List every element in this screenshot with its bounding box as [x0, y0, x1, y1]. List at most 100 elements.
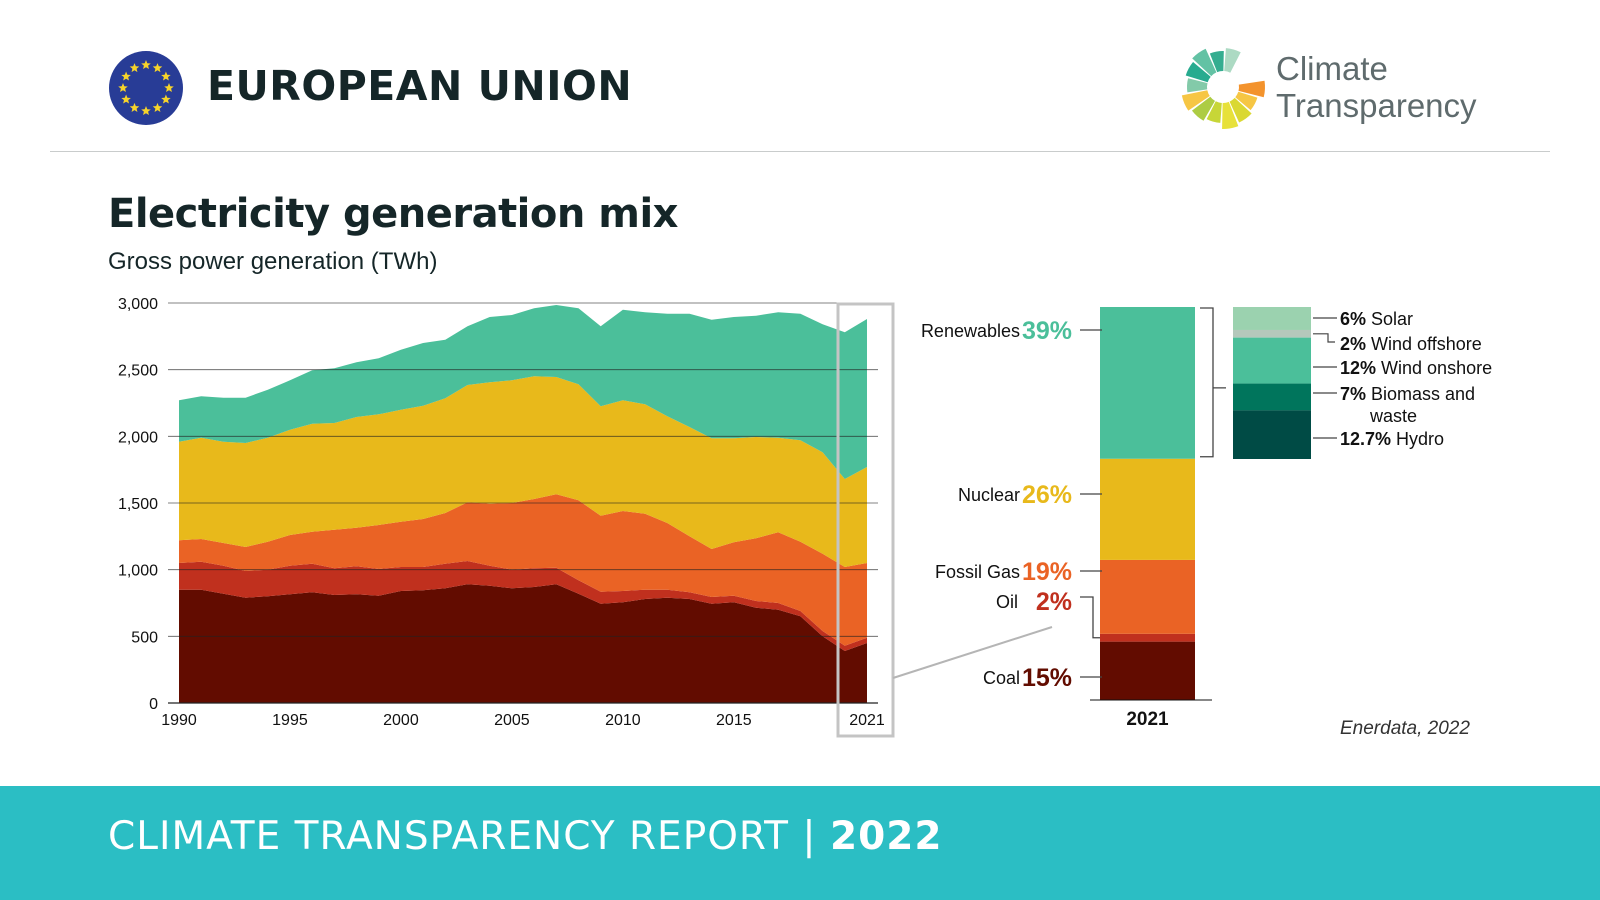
breakdown-label-biomass-and-waste: 7% Biomass and waste: [1313, 384, 1475, 426]
bar-label-fossil-gas: Fossil Gas 19%: [935, 558, 1102, 586]
logo-segment: [1191, 96, 1215, 121]
area-coal: [179, 584, 867, 703]
eu-flag-icon: [109, 51, 183, 125]
breakdown-name: Wind offshore: [1366, 334, 1482, 354]
area-layers: [179, 305, 867, 703]
breakdown-pct: 12.7%: [1340, 429, 1391, 449]
breakdown-pct: 2%: [1340, 334, 1366, 354]
breakdown-text: 7% Biomass and waste: [1340, 384, 1475, 426]
x-tick-label: 2000: [383, 712, 419, 729]
logo-segment: [1209, 51, 1224, 73]
eu-star-icon: [129, 102, 140, 112]
highlight-2021-box: [836, 302, 895, 738]
logo-line-1: Climate: [1276, 50, 1388, 87]
breakdown-pct: 6%: [1340, 309, 1366, 329]
eu-star-icon: [161, 71, 171, 81]
logo-segment: [1229, 97, 1252, 123]
eu-star-icon: [164, 83, 174, 93]
eu-star-icon: [121, 94, 131, 104]
x-tick-label: 2005: [494, 712, 530, 729]
x-tick-label: 1995: [272, 712, 308, 729]
series-pct-label: 15%: [1022, 664, 1072, 692]
breakdown-text: 12.7% Hydro: [1340, 429, 1444, 449]
series-pct-label: 39%: [1022, 317, 1072, 345]
bar-label-oil: Oil 2%: [996, 588, 1100, 639]
area-nuclear: [179, 376, 867, 567]
logo-line-2: Transparency: [1276, 87, 1477, 124]
eu-star-icon: [152, 63, 163, 73]
x-tick-label: 2015: [716, 712, 752, 729]
series-name-label: Oil: [996, 592, 1018, 612]
y-tick-label: 1,000: [118, 563, 158, 580]
eu-star-icon: [141, 60, 151, 70]
footer-year: 2022: [829, 814, 943, 859]
bar-2021-renewables: [1100, 307, 1195, 459]
breakdown-label-hydro: 12.7% Hydro: [1313, 429, 1444, 449]
breakdown-hydro: [1233, 410, 1311, 459]
y-tick-label: 1,500: [118, 496, 158, 513]
breakdown-text: 12% Wind onshore: [1340, 358, 1492, 378]
eu-star-icon: [152, 102, 163, 112]
logo-segment: [1192, 48, 1217, 77]
logo-segment: [1224, 48, 1241, 73]
eu-star-icon: [161, 94, 171, 104]
header-divider: [50, 151, 1550, 152]
y-tick-label: 2,000: [118, 429, 158, 446]
renewables-bracket: [1200, 307, 1226, 458]
y-tick-label: 2,500: [118, 363, 158, 380]
breakdown-name: Hydro: [1391, 429, 1444, 449]
breakdown-wind-offshore: [1233, 329, 1311, 338]
footer-label: CLIMATE TRANSPARENCY REPORT |: [108, 814, 817, 859]
source-note: Enerdata, 2022: [1340, 718, 1470, 739]
logo-segment: [1206, 101, 1222, 123]
eu-flag-disc: [109, 51, 183, 125]
y-tick-label: 3,000: [118, 296, 158, 313]
footer-title: CLIMATE TRANSPARENCY REPORT | 2022: [108, 814, 942, 859]
x-tick-label: 2010: [605, 712, 641, 729]
eu-star-icon: [141, 106, 151, 116]
breakdown-pct: 12%: [1340, 358, 1376, 378]
bar-label-coal: Coal 15%: [983, 664, 1102, 692]
x-tick-label: 1990: [161, 712, 197, 729]
area-renewables: [179, 305, 867, 479]
bar-label-renewables: Renewables 39%: [921, 317, 1102, 345]
leader-line: [1313, 333, 1335, 343]
breakdown-name: Wind onshore: [1376, 358, 1492, 378]
breakdown-label-wind-offshore: 2% Wind offshore: [1313, 333, 1482, 354]
country-name: EUROPEAN UNION: [207, 62, 633, 110]
bar-2021-oil: [1100, 633, 1195, 642]
breakdown-biomass-and-waste: [1233, 383, 1311, 411]
chart-title: Electricity generation mix: [108, 191, 678, 237]
breakdown-label-solar: 6% Solar: [1313, 309, 1413, 329]
logo-segment: [1185, 62, 1211, 83]
climate-transparency-logo: [1181, 48, 1265, 129]
x-tick-label: 2021: [849, 712, 885, 729]
series-name-label: Renewables: [921, 321, 1020, 341]
y-tick-label: 0: [149, 696, 158, 713]
eu-star-icon: [129, 63, 140, 73]
bar-category-label: 2021: [1126, 709, 1169, 730]
bar-label-nuclear: Nuclear 26%: [958, 481, 1102, 509]
breakdown-label-wind-onshore: 12% Wind onshore: [1313, 358, 1492, 378]
series-pct-label: 19%: [1022, 558, 1072, 586]
eu-star-icon: [118, 83, 128, 93]
electricity-chart: 0 500 1,000 1,500 2,000 2,500 3,000 1990 1995 200…: [118, 296, 1492, 738]
series-name-label: Fossil Gas: [935, 562, 1020, 582]
breakdown-text: 6% Solar: [1340, 309, 1413, 329]
breakdown-name-cont: waste: [1369, 406, 1417, 426]
logo-segment: [1222, 101, 1239, 129]
area-fossil-gas: [179, 494, 867, 646]
series-name-label: Coal: [983, 668, 1020, 688]
logo-segment: [1187, 78, 1208, 93]
logo-segment: [1181, 90, 1210, 111]
breakdown-solar: [1233, 307, 1311, 330]
breakdown-name: Solar: [1366, 309, 1413, 329]
breakdown-name: Biomass and: [1366, 384, 1475, 404]
logo-segment: [1238, 80, 1265, 98]
bar-2021-fossil-gas: [1100, 559, 1195, 634]
logo-segment: [1235, 91, 1258, 111]
eu-star-icon: [121, 71, 131, 81]
area-oil: [179, 561, 867, 651]
breakdown-wind-onshore: [1233, 337, 1311, 384]
breakdown-pct: 7%: [1340, 384, 1366, 404]
